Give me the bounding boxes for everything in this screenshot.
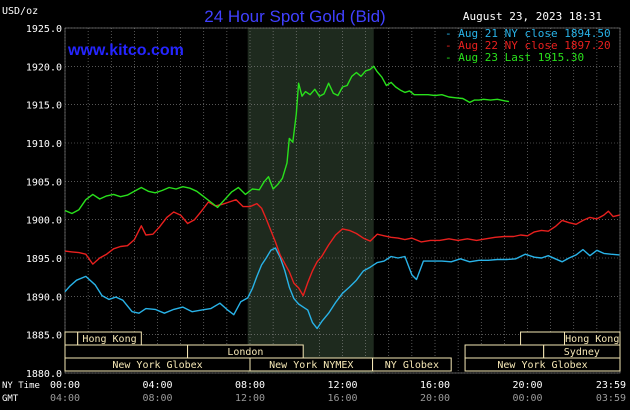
y-tick-label: 1885.0 [26,331,62,342]
ny-time-label: NY Time [2,381,40,391]
chart-date: August 23, 2023 18:31 [463,10,602,23]
x-tick-label-gmt: 08:00 [142,393,172,404]
x-tick-label-ny: 12:00 [327,380,357,391]
session-label-sydney: Sydney [564,347,600,358]
session-box [64,344,189,359]
chart-title: 24 Hour Spot Gold (Bid) [204,7,385,26]
y-tick-label: 1920.0 [26,62,62,73]
x-tick-label-gmt: 16:00 [327,393,357,404]
x-tick-label-ny: 08:00 [235,380,265,391]
session-box [520,331,565,346]
y-tick-label: 1895.0 [26,254,62,265]
session-box-ny-globex [372,357,452,372]
x-tick-label-gmt: 00:00 [512,393,542,404]
series-line-1 [64,247,620,330]
series-line-3 [64,65,510,215]
legend: - Aug 21 NY close 1894.50- Aug 22 NY clo… [445,27,611,64]
y-tick-label: 1900.0 [26,216,62,227]
session-box-new-york-globex-right [464,357,621,372]
x-tick-label-ny: 16:00 [420,380,450,391]
x-tick-label-gmt: 03:59 [596,393,626,404]
y-unit-label: USD/oz [2,6,38,17]
x-tick-label-gmt: 20:00 [420,393,450,404]
y-tick-label: 1880.0 [26,369,62,380]
y-tick-label: 1915.0 [26,101,62,112]
gmt-label: GMT [2,394,19,404]
site-watermark: www.kitco.com [67,42,184,59]
legend-entry-1: - Aug 21 NY close 1894.50 [445,27,611,40]
session-label-hong-kong-right: Hong Kong [565,334,619,345]
y-tick-label: 1910.0 [26,139,62,150]
session-label-hong-kong-left: Hong Kong [82,334,136,345]
y-tick-label: 1905.0 [26,177,62,188]
session-box [464,344,545,359]
session-box [64,331,79,346]
x-tick-label-ny: 20:00 [512,380,542,391]
x-tick-label-ny: 00:00 [50,380,80,391]
session-label-london: London [227,347,263,358]
series-line-2 [64,199,620,297]
x-tick-label-ny: 04:00 [142,380,172,391]
x-tick-label-gmt: 04:00 [50,393,80,404]
session-label-new-york-globex-left: New York Globex [112,360,202,371]
session-label-new-york-nymex: New York NYMEX [269,360,353,371]
session-label-new-york-globex-right: New York Globex [497,360,587,371]
x-tick-label-ny: 23:59 [596,380,626,391]
y-tick-label: 1890.0 [26,292,62,303]
ny-session-highlight [247,28,374,373]
session-label-ny-globex: NY Globex [385,360,439,371]
x-tick-label-gmt: 12:00 [235,393,265,404]
legend-entry-2: - Aug 22 NY close 1897.20 [445,39,611,52]
legend-entry-3: - Aug 23 Last 1915.30 [445,51,584,64]
plot-border [64,27,621,374]
y-tick-label: 1925.0 [26,24,62,35]
